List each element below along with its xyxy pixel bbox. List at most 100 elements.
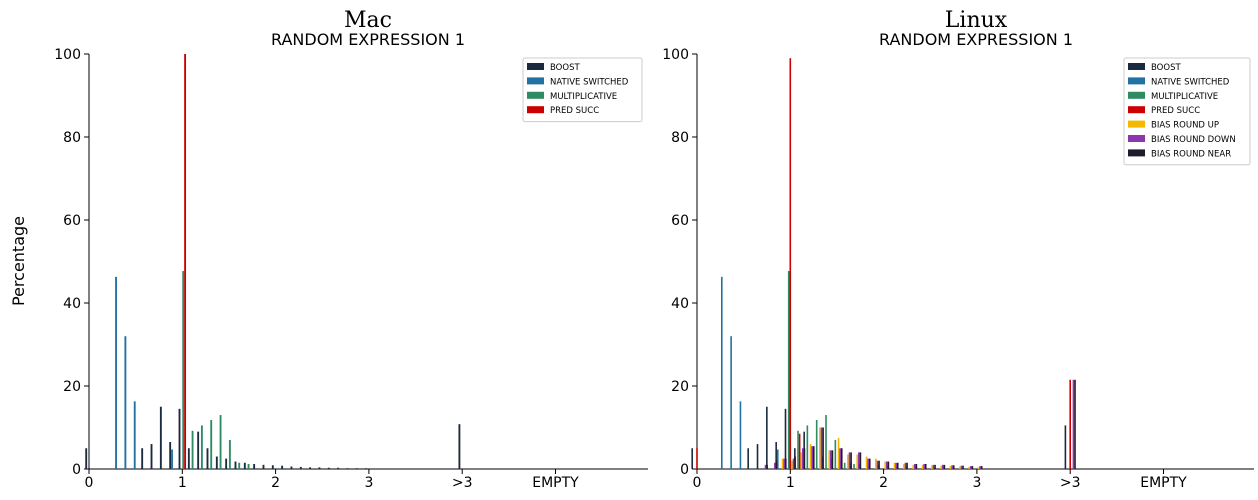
bar [825, 415, 827, 469]
legend-swatch [1128, 63, 1145, 70]
bar [115, 276, 117, 469]
y-tick-label: 20 [63, 379, 81, 395]
y-tick-label: 40 [63, 296, 81, 312]
bar [210, 420, 213, 469]
bar [262, 464, 265, 469]
bar [921, 464, 924, 469]
x-tick-label: 1 [786, 475, 795, 491]
bar [815, 420, 818, 469]
bar [696, 448, 698, 469]
bar [979, 466, 981, 469]
bar [960, 465, 963, 469]
bar [952, 465, 955, 469]
bar [915, 464, 918, 469]
legend-label: BIAS ROUND DOWN [1151, 135, 1236, 145]
bar [781, 458, 784, 470]
legend-box [522, 57, 643, 123]
bar [774, 462, 776, 469]
x-tick-label: 2 [879, 475, 888, 491]
legend-label: BOOST [550, 63, 580, 73]
bar [802, 448, 804, 469]
bar [791, 460, 793, 469]
bar [858, 452, 860, 469]
bar [141, 448, 144, 469]
legend-label: PRED SUCC [550, 106, 599, 116]
bar [159, 406, 162, 469]
bar [865, 456, 868, 469]
bar [971, 466, 974, 469]
bar [803, 448, 806, 469]
legend-swatch [1128, 120, 1145, 128]
chart-title: Mac [344, 8, 392, 33]
y-tick-label: 60 [671, 213, 689, 229]
chart-subtitle: RANDOM EXPRESSION 1 [879, 30, 1073, 49]
bar [923, 464, 925, 469]
bar [941, 464, 944, 469]
bar [886, 461, 888, 469]
bar [968, 466, 970, 469]
bar [831, 450, 834, 469]
figure-ylabel: Percentage [9, 216, 28, 306]
bar [951, 465, 953, 469]
bar [904, 462, 907, 469]
x-tick-label: EMPTY [1140, 475, 1187, 491]
bar [819, 427, 821, 469]
bar [934, 464, 936, 469]
x-tick-label: 1 [178, 475, 187, 491]
legend-swatch [527, 63, 544, 70]
bar [337, 467, 340, 469]
legend-swatch [1128, 77, 1145, 85]
bar [859, 452, 862, 469]
bar [848, 452, 851, 469]
y-tick-label: 100 [54, 47, 81, 63]
legend-swatch [527, 77, 544, 85]
bar [243, 462, 246, 469]
bar [792, 458, 795, 470]
legend-swatch [1128, 91, 1145, 99]
bar [365, 468, 368, 469]
bar [318, 467, 321, 469]
bar [895, 462, 897, 469]
bar [171, 449, 173, 469]
bar [253, 464, 256, 469]
bar [856, 454, 859, 469]
bar [247, 464, 250, 469]
bar [940, 465, 942, 469]
bar [219, 415, 222, 469]
y-tick-label: 80 [671, 130, 689, 146]
bar [811, 446, 813, 469]
bar [884, 461, 886, 469]
bar [281, 465, 284, 469]
legend-label: PRED SUCC [1151, 106, 1200, 116]
bar [184, 54, 187, 469]
bar [783, 458, 785, 470]
legend: BOOST NATIVE SWITCHED MULTIPLICATIVE PRED S… [522, 57, 643, 123]
chart-title: Linux [945, 8, 1008, 33]
y-tick-label: 20 [671, 379, 689, 395]
bar [878, 460, 880, 469]
bar [789, 58, 792, 470]
y-tick-label: 0 [72, 462, 81, 478]
bar [834, 439, 837, 469]
bar [271, 465, 274, 469]
bar [876, 460, 879, 469]
bar [691, 448, 693, 469]
legend-label: MULTIPLICATIVE [1151, 92, 1218, 102]
bar [822, 427, 824, 469]
x-tick-label: 3 [972, 475, 981, 491]
bar [867, 458, 869, 470]
bar [238, 462, 241, 469]
bar [837, 437, 840, 470]
x-tick-label: 0 [85, 475, 94, 491]
bar [875, 458, 877, 470]
bar [225, 458, 228, 470]
x-tick-label: >3 [1060, 475, 1081, 491]
bar [187, 448, 190, 469]
bar [840, 448, 843, 469]
bar [949, 466, 952, 469]
chart-subtitle: RANDOM EXPRESSION 1 [271, 30, 465, 49]
bar [756, 444, 759, 469]
legend-swatch [1128, 149, 1145, 157]
